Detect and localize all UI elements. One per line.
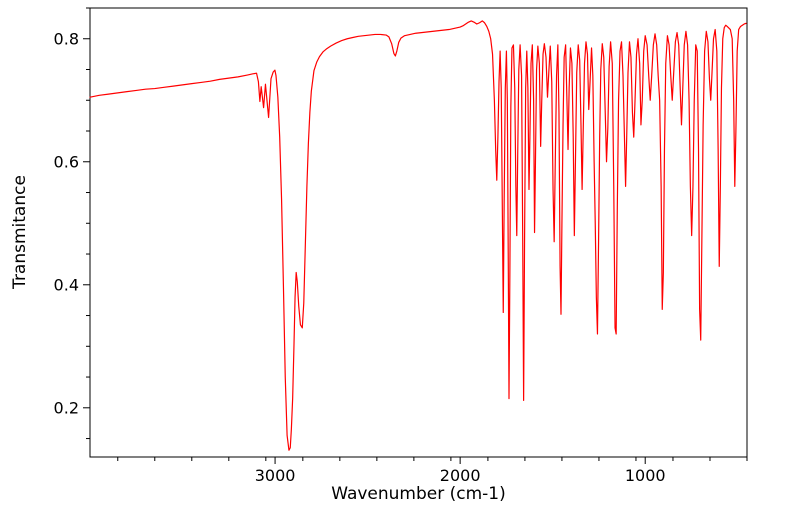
- y-tick-label: 0.6: [54, 152, 79, 171]
- plot-frame: [89, 7, 748, 458]
- x-tick-label: 1000: [625, 466, 666, 485]
- spectrum-line: [89, 20, 747, 451]
- x-axis-title: Wavenumber (cm-1): [331, 484, 506, 504]
- y-tick-label: 0.4: [54, 275, 79, 294]
- y-tick-label: 0.8: [54, 29, 79, 48]
- y-tick-label: 0.2: [54, 398, 79, 417]
- y-axis-title: Transmitance: [10, 175, 30, 289]
- x-tick-label: 3000: [255, 466, 296, 485]
- x-tick-label: 2000: [440, 466, 481, 485]
